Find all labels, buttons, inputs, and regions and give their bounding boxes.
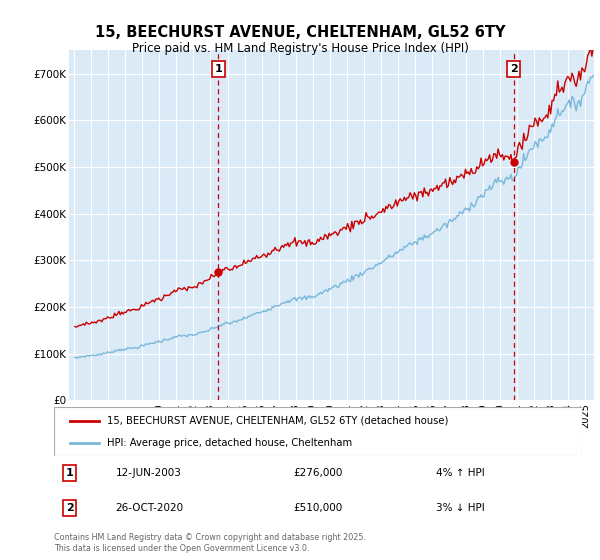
Text: HPI: Average price, detached house, Cheltenham: HPI: Average price, detached house, Chel… bbox=[107, 437, 352, 447]
Text: 1: 1 bbox=[66, 468, 74, 478]
Text: 15, BEECHURST AVENUE, CHELTENHAM, GL52 6TY (detached house): 15, BEECHURST AVENUE, CHELTENHAM, GL52 6… bbox=[107, 416, 448, 426]
Text: 26-OCT-2020: 26-OCT-2020 bbox=[115, 503, 183, 513]
Text: 3% ↓ HPI: 3% ↓ HPI bbox=[436, 503, 485, 513]
Text: 2: 2 bbox=[510, 64, 518, 74]
Text: 2: 2 bbox=[66, 503, 74, 513]
Text: £276,000: £276,000 bbox=[293, 468, 343, 478]
Text: £510,000: £510,000 bbox=[293, 503, 343, 513]
Text: Price paid vs. HM Land Registry's House Price Index (HPI): Price paid vs. HM Land Registry's House … bbox=[131, 42, 469, 55]
Text: Contains HM Land Registry data © Crown copyright and database right 2025.
This d: Contains HM Land Registry data © Crown c… bbox=[54, 533, 366, 553]
Text: 12-JUN-2003: 12-JUN-2003 bbox=[116, 468, 182, 478]
Text: 4% ↑ HPI: 4% ↑ HPI bbox=[436, 468, 485, 478]
Text: 1: 1 bbox=[214, 64, 222, 74]
Text: 15, BEECHURST AVENUE, CHELTENHAM, GL52 6TY: 15, BEECHURST AVENUE, CHELTENHAM, GL52 6… bbox=[95, 25, 505, 40]
